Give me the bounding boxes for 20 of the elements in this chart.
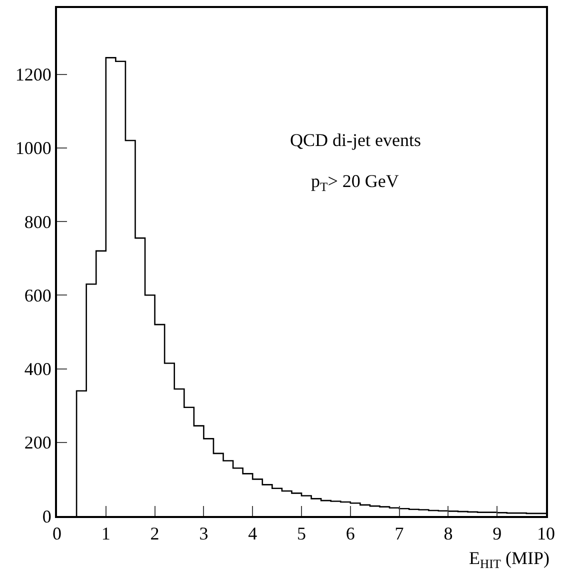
x-tick-label: 1	[101, 524, 110, 544]
x-tick-label: 4	[248, 524, 258, 544]
x-tick-label: 5	[297, 524, 306, 544]
x-tick-label: 2	[150, 524, 160, 544]
x-axis-title: E$_{HIT}$ (MIP)	[469, 548, 550, 569]
annotation: p$_{T}$> 20 GeV	[311, 171, 399, 194]
x-tick-label: 7	[394, 524, 404, 544]
x-tick-label: 6	[346, 524, 355, 544]
y-tick-label: 1200	[15, 64, 52, 85]
y-tick-label: 600	[24, 285, 52, 306]
y-tick-label: 1000	[15, 138, 52, 158]
x-tick-label: 9	[492, 524, 502, 544]
x-tick-label: 3	[199, 524, 208, 544]
y-tick-label: 0	[42, 506, 52, 526]
y-tick-label: 200	[24, 432, 52, 453]
x-tick-label: 8	[444, 524, 453, 544]
annotation: QCD di-jet events	[290, 130, 421, 150]
y-tick-label: 800	[24, 212, 52, 232]
x-tick-label: 10	[537, 524, 555, 544]
y-tick-label: 400	[24, 359, 52, 380]
